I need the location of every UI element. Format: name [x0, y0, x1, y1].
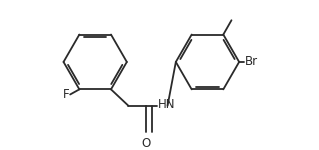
Text: HN: HN [158, 98, 175, 111]
Text: O: O [141, 137, 150, 150]
Text: F: F [63, 88, 69, 101]
Text: Br: Br [245, 56, 258, 68]
